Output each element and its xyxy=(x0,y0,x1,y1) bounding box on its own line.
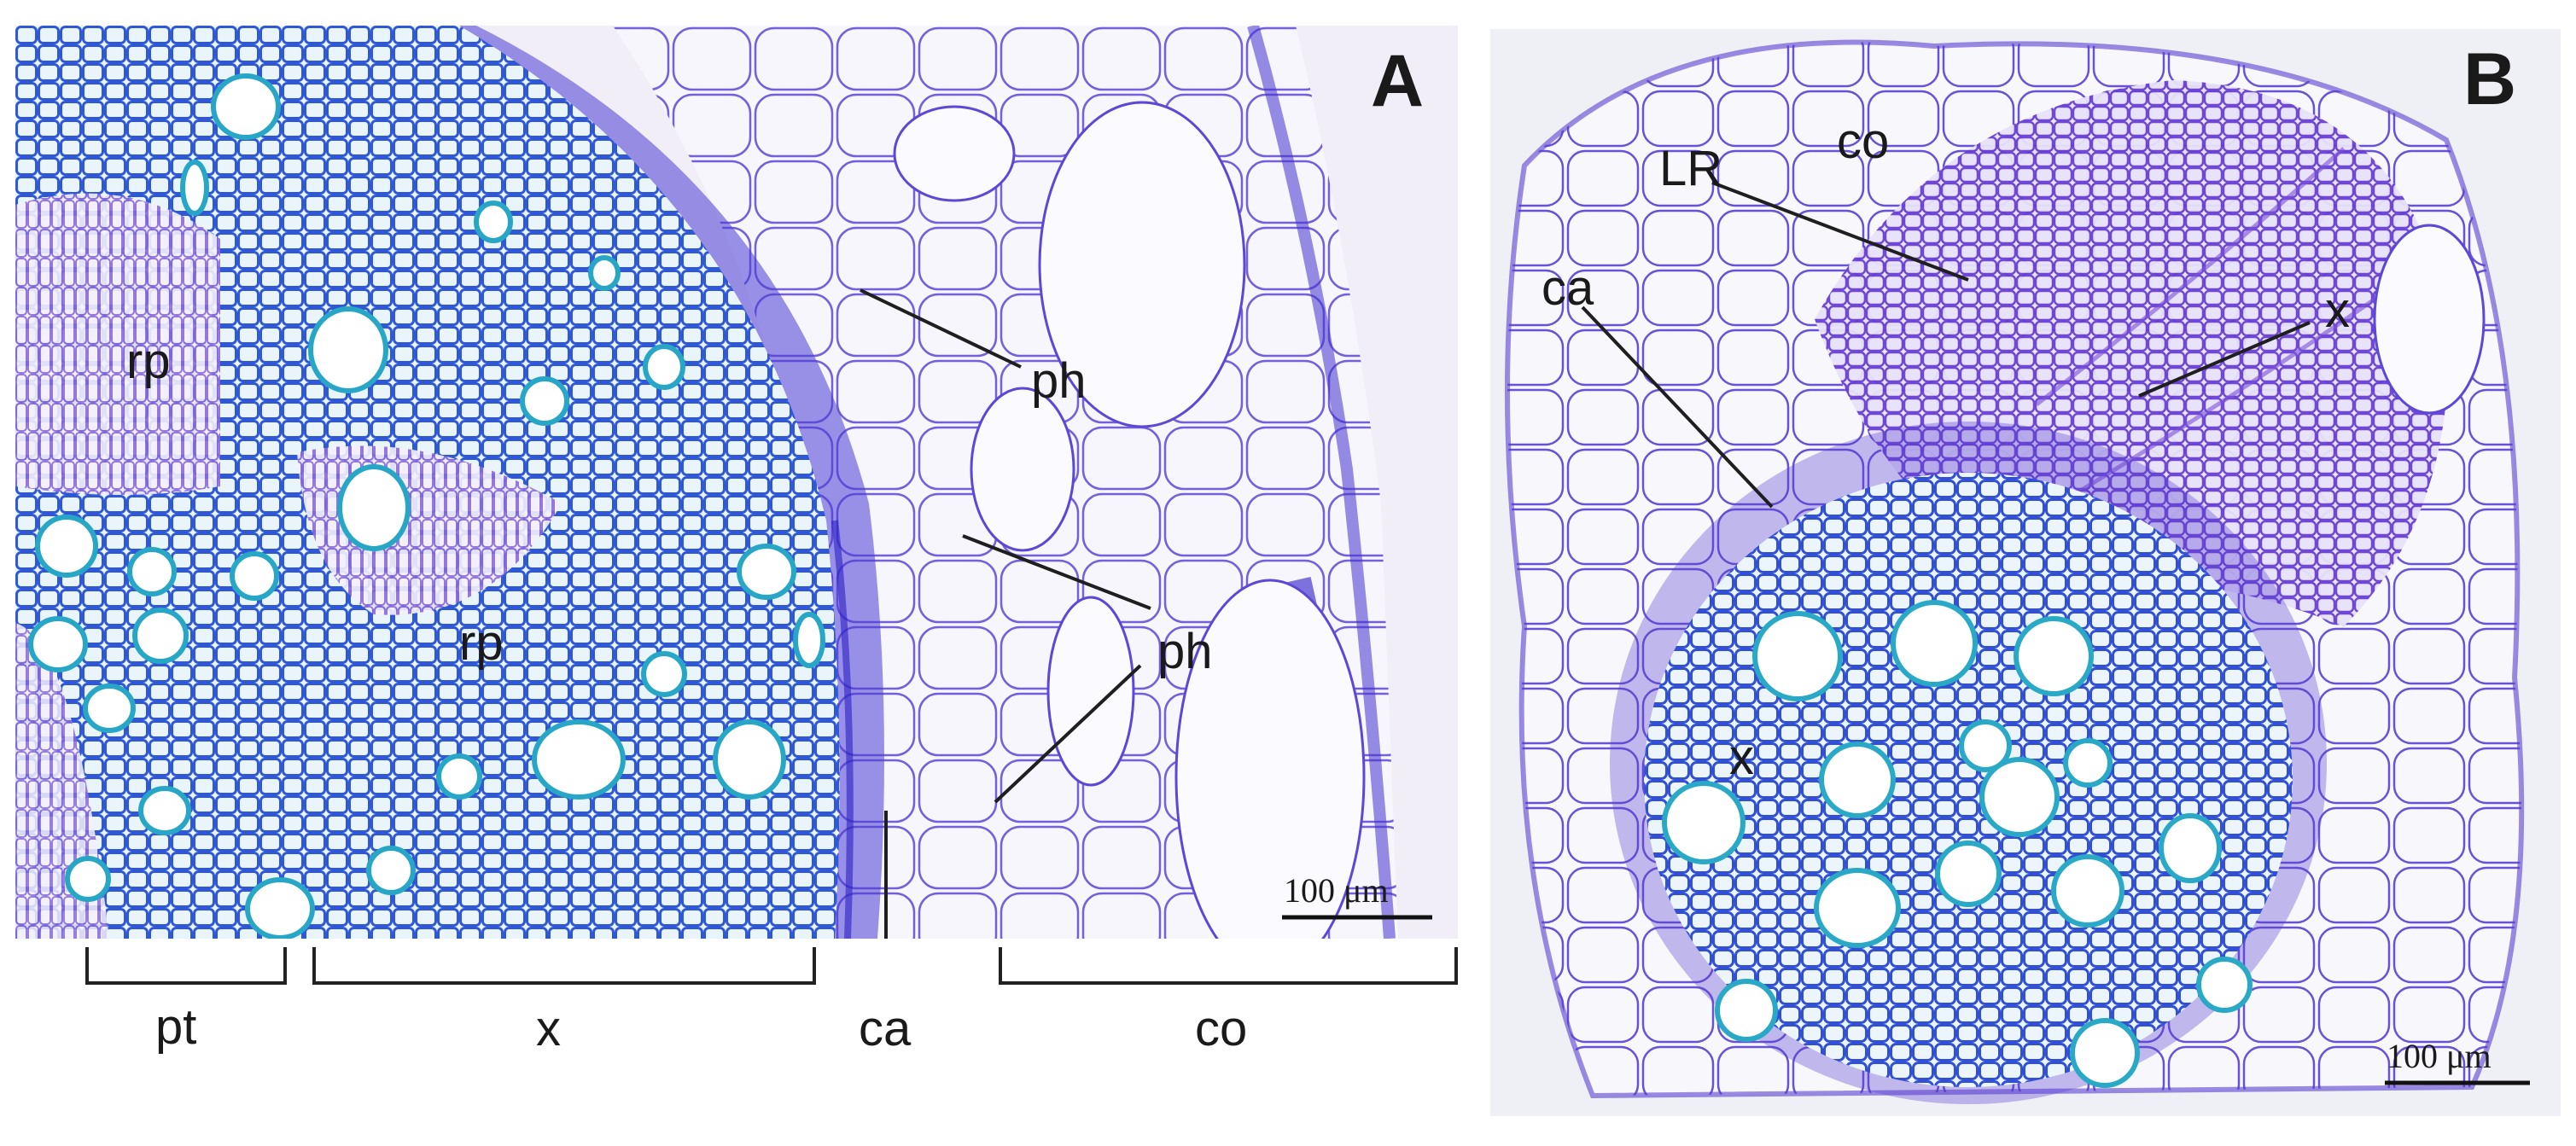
label-ph-lower: ph xyxy=(1157,624,1213,679)
panel-a-scale-bar-label: 100 μm xyxy=(1284,871,1389,910)
bracket-pt xyxy=(85,947,287,985)
panel-a-micrograph: A rp rp ph ph 100 μm xyxy=(15,26,1458,939)
label-ca-b: ca xyxy=(1542,260,1594,316)
label-rp-lower: rp xyxy=(459,615,504,671)
label-x-stele: x xyxy=(1729,730,1754,785)
bracket-x xyxy=(312,947,816,985)
label-lr: LR xyxy=(1659,141,1723,196)
panel-b-tissue-drawing xyxy=(1505,39,2530,1104)
panel-b-scale-bar-label: 100 μm xyxy=(2387,1037,2491,1075)
label-x-lr: x xyxy=(2325,282,2350,338)
label-x: x xyxy=(536,1001,561,1056)
label-co-b: co xyxy=(1837,113,1890,169)
panel-a-tissue-drawing xyxy=(15,26,1432,939)
label-pt: pt xyxy=(155,999,197,1055)
panel-a-letter: A xyxy=(1371,40,1425,122)
label-rp-upper: rp xyxy=(126,334,171,389)
panel-b-micrograph: B co LR ca x x 100 μm xyxy=(1490,29,2561,1116)
label-co: co xyxy=(1195,1001,1248,1056)
label-ph-upper: ph xyxy=(1031,353,1087,409)
label-ca: ca xyxy=(859,1001,912,1056)
bracket-co xyxy=(999,947,1458,985)
panel-b-letter: B xyxy=(2463,38,2517,120)
